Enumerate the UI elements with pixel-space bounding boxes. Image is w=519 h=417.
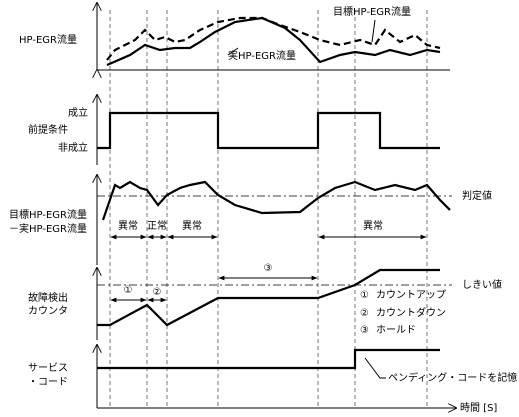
level-label: 非成立 [58, 141, 88, 154]
marker: ① [124, 285, 133, 296]
legend-text: カウントダウン [376, 306, 446, 319]
service-code-panel: ペンディング・コードを記憶 サービス ・コード 時間 [S] [28, 345, 517, 414]
level-label: 成立 [68, 106, 88, 119]
panel-label: HP-EGR流量 [19, 33, 77, 46]
segment-label: 異常 [182, 219, 202, 232]
time-axis-label: 時間 [S] [460, 402, 497, 414]
threshold-label: 判定値 [462, 189, 492, 202]
note: ペンディング・コードを記憶 [388, 371, 517, 384]
legend-text: カウントアップ [376, 289, 446, 301]
panel-label: 故障検出 [28, 291, 68, 304]
panel-label: ・コード [28, 377, 68, 388]
marker: ② [153, 287, 162, 298]
legend-text: ホールド [376, 324, 416, 336]
difference-panel: 判定値 目標HP-EGR流量 －実HP-EGR流量 異常 正常 異常 異常 [9, 175, 492, 265]
condition-panel: 成立 前提条件 非成立 [28, 95, 440, 165]
threshold-label: しきい値 [462, 278, 502, 291]
panel-label: カウンタ [28, 305, 68, 317]
legend-mark: ② [360, 308, 369, 319]
flow-panel: HP-EGR流量 目標HP-EGR流量 実HP-EGR流量 [19, 3, 450, 70]
counter-panel: ③ ① ② しきい値 故障検出 カウンタ ① カウントアップ ② カウントダウン… [28, 263, 502, 340]
segment-label: 異常 [118, 219, 138, 232]
marker: ③ [264, 263, 273, 274]
panel-label: －実HP-EGR流量 [9, 222, 87, 235]
vertical-guides [109, 10, 428, 408]
panel-label: サービス [28, 362, 68, 374]
segment-label: 異常 [363, 219, 383, 232]
series-label: 実HP-EGR流量 [228, 49, 296, 62]
panel-label: 目標HP-EGR流量 [9, 208, 87, 221]
legend-mark: ③ [360, 325, 369, 336]
panel-label: 前提条件 [28, 123, 68, 136]
segment-label: 正常 [147, 219, 167, 232]
series-label: 目標HP-EGR流量 [333, 5, 411, 18]
legend-mark: ① [360, 290, 369, 301]
